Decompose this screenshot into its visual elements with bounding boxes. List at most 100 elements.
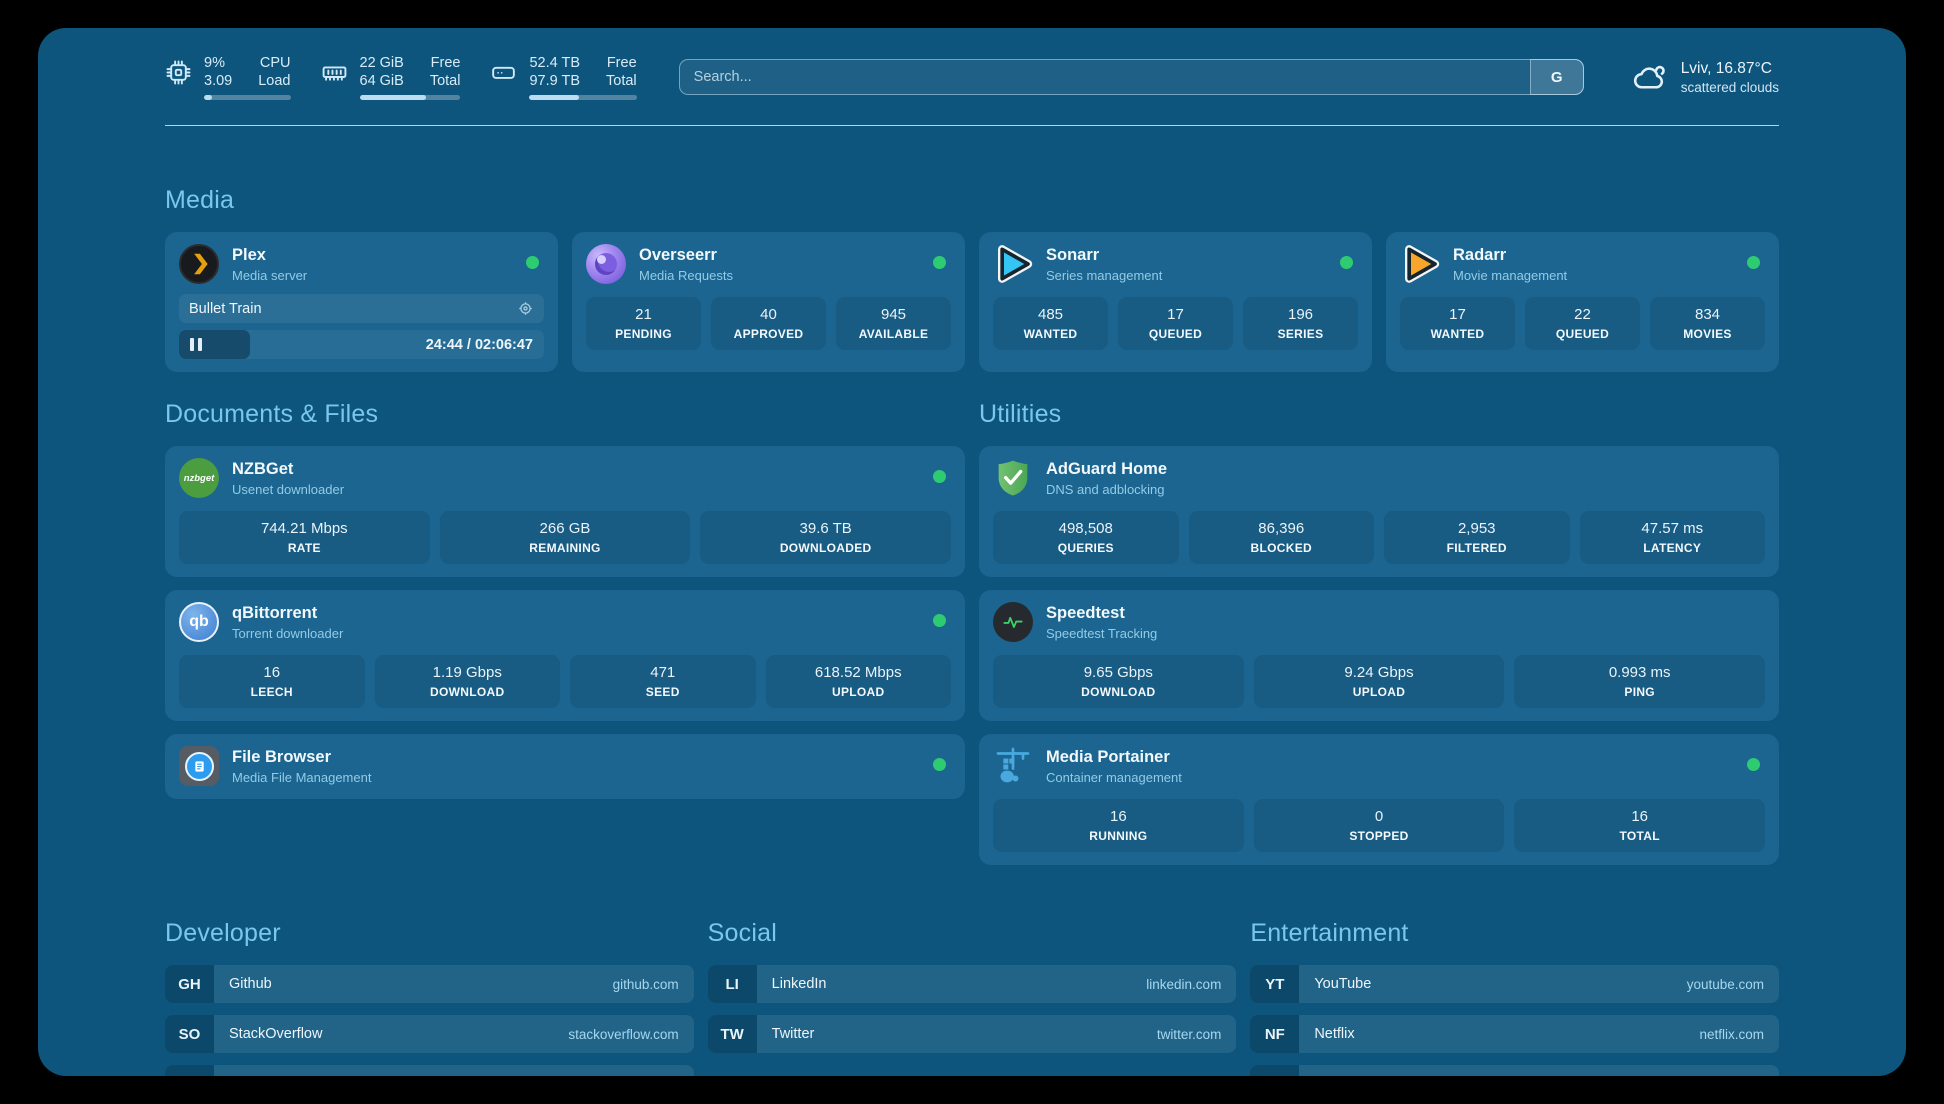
ram-total-value: 64 GiB bbox=[359, 73, 404, 89]
stat-latency: 47.57 ms LATENCY bbox=[1579, 511, 1765, 564]
link-url: linkedin.com bbox=[1146, 976, 1222, 992]
app-subtitle: Media Requests bbox=[639, 267, 733, 283]
link-name: LinkedIn bbox=[771, 976, 827, 992]
plex-status-dot bbox=[526, 256, 539, 269]
app-card-qbittorrent[interactable]: qb qBittorrent Torrent downloader 16 LEE… bbox=[165, 590, 965, 721]
link-twitter[interactable]: TW Twitter twitter.com bbox=[707, 1015, 1237, 1053]
qbittorrent-icon: qb bbox=[179, 602, 219, 642]
disk-total-label: Total bbox=[606, 73, 637, 89]
link-reddit[interactable]: RE Reddit reddit.com bbox=[1250, 1065, 1779, 1076]
app-name: qBittorrent bbox=[232, 603, 318, 622]
app-subtitle: Media File Management bbox=[232, 769, 372, 785]
section-title-media: Media bbox=[165, 186, 235, 214]
speedtest-icon bbox=[993, 602, 1033, 642]
link-url: stackoverflow.com bbox=[568, 1026, 679, 1042]
link-youtube[interactable]: YT YouTube youtube.com bbox=[1250, 965, 1779, 1003]
app-card-adguard[interactable]: AdGuard Home DNS and adblocking 498,508 … bbox=[979, 446, 1779, 577]
link-linkedin[interactable]: LI LinkedIn linkedin.com bbox=[707, 965, 1237, 1003]
utilities-column: Utilities bbox=[979, 400, 1779, 865]
cpu-metric: 9% CPU 3.09 Load bbox=[165, 54, 291, 100]
link-url: github.com bbox=[612, 976, 679, 992]
link-stackoverflow[interactable]: SO StackOverflow stackoverflow.com bbox=[165, 1015, 694, 1053]
app-name: AdGuard Home bbox=[1046, 459, 1168, 478]
link-name: Github bbox=[229, 976, 272, 992]
entertainment-section: Entertainment YT YouTube youtube.com NF bbox=[1250, 919, 1779, 1076]
top-bar: 9% CPU 3.09 Load bbox=[165, 50, 1779, 104]
link-name: Netflix bbox=[1314, 1026, 1355, 1042]
sonarr-icon bbox=[993, 244, 1033, 284]
disk-free-value: 52.4 TB bbox=[529, 55, 581, 71]
app-card-sonarr[interactable]: Sonarr Series management 485 WANTED 17 Q… bbox=[979, 232, 1372, 372]
link-name: StackOverflow bbox=[229, 1026, 323, 1042]
link-netflix[interactable]: NF Netflix netflix.com bbox=[1250, 1015, 1779, 1053]
link-github[interactable]: GH Github github.com bbox=[165, 965, 694, 1003]
stat-wanted: 17 WANTED bbox=[1400, 297, 1515, 350]
stat-available: 945 AVAILABLE bbox=[836, 297, 951, 350]
stat-rate: 744.21 Mbps RATE bbox=[179, 511, 430, 564]
app-card-nzbget[interactable]: nzbget NZBGet Usenet downloader 744.21 M… bbox=[165, 446, 965, 577]
app-subtitle: Usenet downloader bbox=[232, 481, 345, 497]
app-card-plex[interactable]: Plex Media server Bullet Train bbox=[165, 232, 558, 372]
app-name: Media Portainer bbox=[1046, 747, 1170, 766]
search-engine-button[interactable]: G bbox=[1529, 59, 1584, 95]
app-name: File Browser bbox=[232, 747, 332, 766]
app-name: Radarr bbox=[1453, 245, 1507, 264]
radarr-icon bbox=[1400, 244, 1440, 284]
cpu-icon bbox=[165, 59, 192, 86]
stat-ping: 0.993 ms PING bbox=[1514, 655, 1765, 708]
app-card-portainer[interactable]: Media Portainer Container management 16 … bbox=[979, 734, 1779, 865]
ram-free-label: Free bbox=[430, 55, 461, 71]
cpu-progress-bar bbox=[204, 95, 291, 100]
stat-seed: 471 SEED bbox=[570, 655, 756, 708]
playback-progress-row: 24:44 / 02:06:47 bbox=[179, 330, 544, 359]
stat-upload: 618.52 Mbps UPLOAD bbox=[765, 655, 951, 708]
app-subtitle: Speedtest Tracking bbox=[1046, 625, 1158, 641]
cpu-load-label: Load bbox=[258, 73, 291, 89]
disk-total-value: 97.9 TB bbox=[529, 73, 581, 89]
stat-queries: 498,508 QUERIES bbox=[993, 511, 1179, 564]
session-settings-icon[interactable] bbox=[517, 300, 534, 317]
stat-total: 16 TOTAL bbox=[1514, 799, 1765, 852]
system-metrics: 9% CPU 3.09 Load bbox=[165, 54, 637, 100]
link-abbr: TW bbox=[707, 1015, 757, 1053]
stat-stopped: 0 STOPPED bbox=[1253, 799, 1505, 852]
link-url: twitter.com bbox=[1156, 1026, 1222, 1042]
app-card-speedtest[interactable]: Speedtest Speedtest Tracking 9.65 Gbps D… bbox=[979, 590, 1779, 721]
stat-queued: 22 QUEUED bbox=[1525, 297, 1640, 350]
weather-condition: scattered clouds bbox=[1680, 79, 1779, 95]
pause-icon[interactable] bbox=[190, 338, 202, 351]
weather-widget: Lviv, 16.87°C scattered clouds bbox=[1630, 58, 1779, 96]
app-card-overseerr[interactable]: Overseerr Media Requests 21 PENDING 40 A… bbox=[572, 232, 965, 372]
section-title-developer: Developer bbox=[165, 919, 281, 947]
developer-section: Developer GH Github github.com SO bbox=[165, 919, 694, 1076]
search-input[interactable] bbox=[678, 59, 1584, 95]
now-playing-title: Bullet Train bbox=[189, 300, 262, 317]
app-card-radarr[interactable]: Radarr Movie management 17 WANTED 22 QUE… bbox=[1386, 232, 1779, 372]
filebrowser-status-dot bbox=[933, 758, 946, 771]
app-card-filebrowser[interactable]: File Browser Media File Management bbox=[165, 734, 965, 799]
memory-metric: 22 GiB Free 64 GiB Total bbox=[321, 54, 461, 100]
app-subtitle: DNS and adblocking bbox=[1046, 481, 1165, 497]
storage-metric: 52.4 TB Free 97.9 TB Total bbox=[490, 54, 637, 100]
stat-blocked: 86,396 BLOCKED bbox=[1188, 511, 1374, 564]
app-subtitle: Series management bbox=[1046, 267, 1163, 283]
sonarr-status-dot bbox=[1340, 256, 1353, 269]
cpu-load-value: 3.09 bbox=[204, 73, 233, 89]
now-playing-row: Bullet Train bbox=[179, 294, 544, 323]
app-name: Overseerr bbox=[639, 245, 717, 264]
media-grid: Plex Media server Bullet Train bbox=[165, 232, 1779, 372]
nzbget-icon: nzbget bbox=[179, 458, 219, 498]
documents-column: Documents & Files nzbget NZBGet Usenet d… bbox=[165, 400, 965, 799]
overseerr-status-dot bbox=[933, 256, 946, 269]
qbittorrent-status-dot bbox=[933, 614, 946, 627]
ram-progress-bar bbox=[359, 95, 461, 100]
stat-remaining: 266 GB REMAINING bbox=[439, 511, 691, 564]
link-abbr: YT bbox=[1250, 965, 1300, 1003]
stat-series: 196 SERIES bbox=[1243, 297, 1358, 350]
scattered-clouds-icon bbox=[1630, 58, 1668, 96]
disk-icon bbox=[490, 59, 517, 86]
link-dev[interactable]: DT DEV dev.to bbox=[165, 1065, 694, 1076]
cpu-usage-value: 9% bbox=[204, 55, 225, 71]
stat-wanted: 485 WANTED bbox=[993, 297, 1108, 350]
